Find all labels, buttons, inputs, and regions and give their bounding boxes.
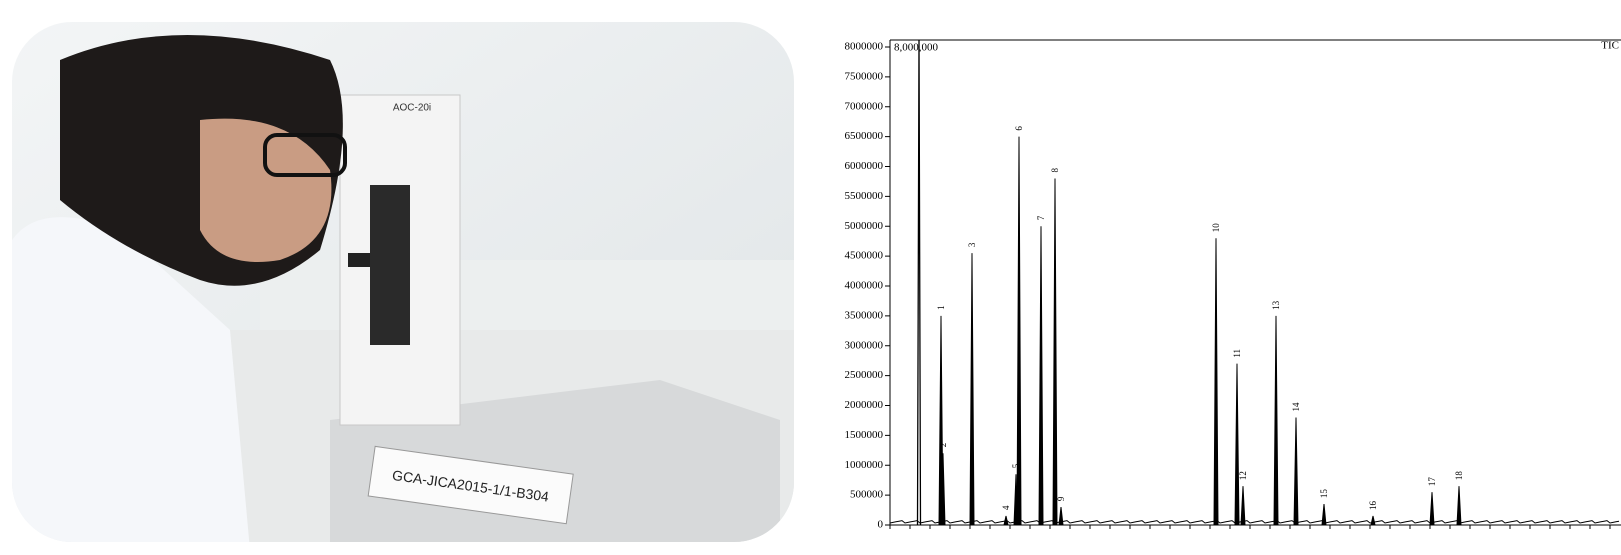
y-tick-label: 7500000 [845, 70, 884, 82]
y-tick-label: 0 [878, 519, 884, 531]
peak [1430, 492, 1434, 525]
peak [1004, 516, 1008, 525]
trace-label: TIC [1601, 40, 1619, 52]
y-tick-label: 6000000 [845, 160, 884, 172]
peak [1059, 507, 1063, 525]
peak [1322, 504, 1326, 525]
y-tick-label: 2000000 [845, 399, 884, 411]
y-tick-label: 4500000 [845, 250, 884, 262]
peak [1274, 316, 1278, 525]
peak [1039, 226, 1043, 525]
y-tick-label: 6500000 [845, 130, 884, 142]
baseline [890, 521, 1619, 523]
y-tick-label: 8000000 [845, 41, 884, 53]
peak-label: 17 [1427, 477, 1437, 487]
peak-label: 3 [967, 242, 977, 247]
peak-label: 12 [1238, 471, 1248, 480]
peak [1235, 364, 1239, 525]
peak [1371, 516, 1375, 525]
peak-label: 1 [936, 305, 946, 310]
y-tick-label: 2500000 [845, 369, 884, 381]
y-tick-label: 7000000 [845, 100, 884, 112]
peak-label: 8 [1050, 167, 1060, 172]
peak [1053, 178, 1057, 525]
peak-label: 6 [1014, 126, 1024, 131]
peak [970, 253, 974, 525]
peak [1017, 137, 1021, 525]
y-tick-label: 4000000 [845, 280, 884, 292]
y-tick-label: 5500000 [845, 190, 884, 202]
y-tick-label: 5000000 [845, 220, 884, 232]
y-tick-label: 1500000 [845, 429, 884, 441]
peak [1457, 486, 1461, 525]
solvent-peak [918, 40, 921, 525]
peak-label: 14 [1291, 402, 1301, 412]
screenshot: AOC-20i GCA-JICA2015-1/1-B304 0 500000 100… [0, 0, 1621, 550]
peak-label: 18 [1454, 471, 1464, 481]
peak [1241, 486, 1245, 525]
y-tick-label: 3000000 [845, 339, 884, 351]
peak-label: 10 [1211, 223, 1221, 233]
peak-label: 7 [1036, 215, 1046, 220]
page: {"photo": {"instrument_label": "AOC-20i"… [0, 0, 1621, 550]
y-tick-label: 3500000 [845, 309, 884, 321]
y-tick-label: 500000 [850, 489, 884, 501]
lab-photo: AOC-20i GCA-JICA2015-1/1-B304 [12, 22, 800, 550]
peak [1294, 417, 1298, 525]
peak-label: 4 [1001, 505, 1011, 510]
instrument-label: AOC-20i [393, 103, 431, 114]
peak-label: 11 [1232, 349, 1242, 358]
peak-label: 13 [1271, 300, 1281, 310]
peak-label: 2 [938, 443, 948, 448]
peak-label: 15 [1319, 489, 1329, 499]
peak-label: 16 [1368, 501, 1378, 511]
y-tick-label: 1000000 [845, 459, 884, 471]
peak-label: 9 [1056, 496, 1066, 501]
peak [1214, 238, 1218, 525]
full-scale-label: 8,000,000 [894, 42, 939, 54]
chromatogram: 0 500000 1000000 1500000 2000000 2500000 30000… [845, 40, 1621, 531]
